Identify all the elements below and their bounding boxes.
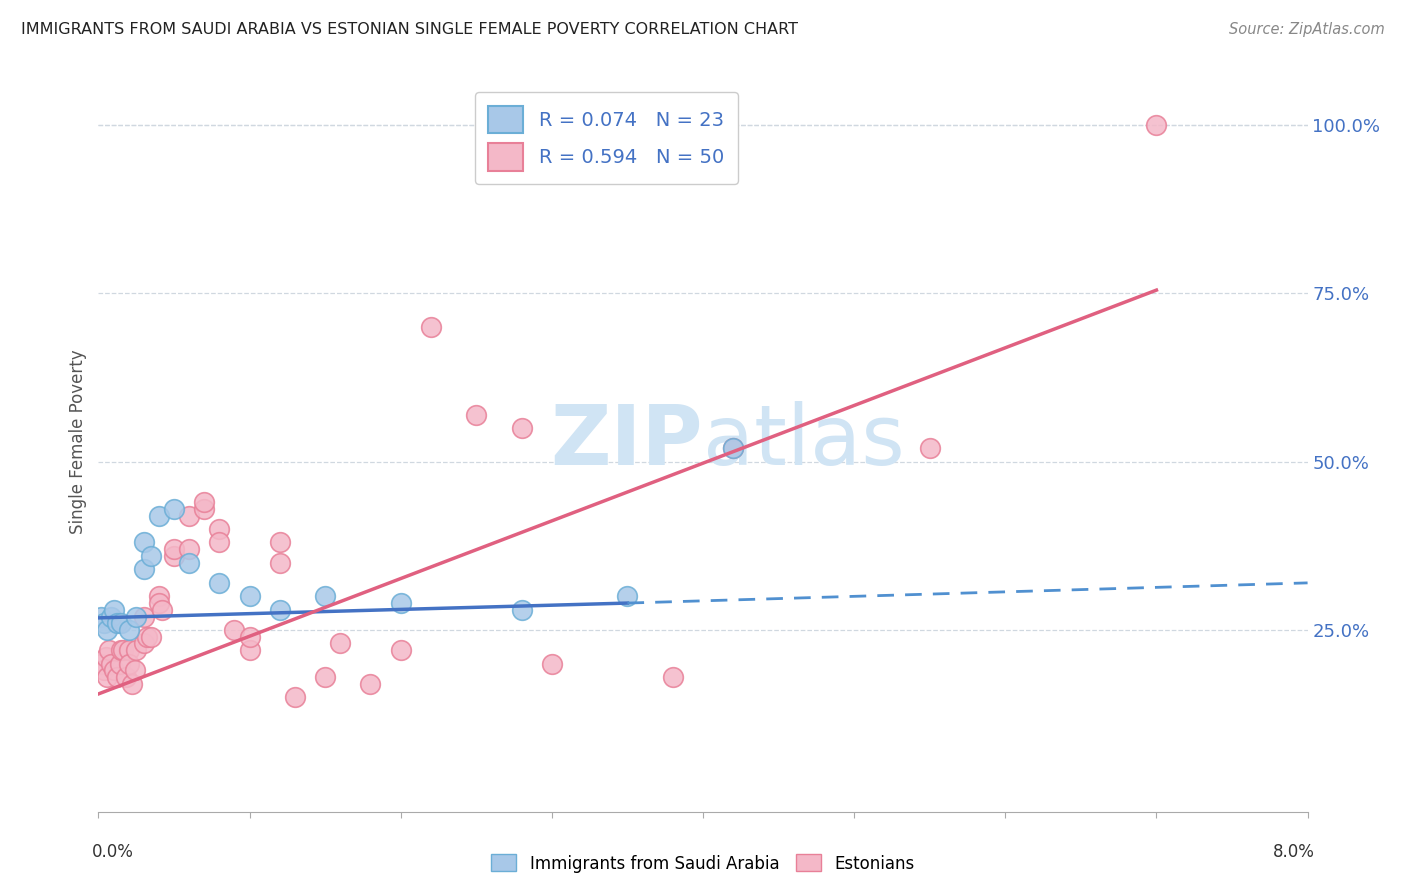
Point: [118, 657, 141, 671]
Point: [208, 522, 231, 536]
Text: 8.0%: 8.0%: [1272, 843, 1315, 861]
Text: Source: ZipAtlas.com: Source: ZipAtlas.com: [1229, 22, 1385, 37]
Point: [103, 603, 125, 617]
Point: [132, 562, 155, 576]
Point: [179, 556, 201, 570]
Point: [510, 421, 533, 435]
Point: [239, 630, 262, 644]
Point: [111, 643, 134, 657]
Point: [103, 664, 125, 678]
Point: [105, 616, 128, 631]
Point: [108, 657, 131, 671]
Point: [90, 657, 112, 671]
Point: [208, 575, 231, 590]
Point: [723, 442, 745, 456]
Point: [465, 408, 488, 422]
Point: [269, 535, 291, 549]
Point: [314, 590, 336, 604]
Text: 0.0%: 0.0%: [91, 843, 134, 861]
Point: [132, 636, 155, 650]
Point: [918, 442, 941, 456]
Point: [98, 643, 121, 657]
Point: [93, 616, 115, 631]
Legend: R = 0.074   N = 23, R = 0.594   N = 50: R = 0.074 N = 23, R = 0.594 N = 50: [475, 92, 738, 184]
Point: [100, 609, 122, 624]
Y-axis label: Single Female Poverty: Single Female Poverty: [69, 350, 87, 533]
Point: [179, 508, 201, 523]
Point: [105, 670, 128, 684]
Point: [314, 670, 336, 684]
Point: [723, 442, 745, 456]
Point: [121, 677, 143, 691]
Point: [360, 677, 382, 691]
Point: [420, 320, 443, 334]
Point: [661, 670, 683, 684]
Point: [179, 542, 201, 557]
Point: [96, 670, 118, 684]
Point: [163, 542, 186, 557]
Point: [125, 643, 148, 657]
Point: [540, 657, 562, 671]
Point: [141, 630, 163, 644]
Point: [269, 603, 291, 617]
Point: [193, 501, 215, 516]
Point: [132, 609, 155, 624]
Point: [141, 549, 163, 563]
Point: [329, 636, 352, 650]
Point: [269, 556, 291, 570]
Point: [193, 495, 215, 509]
Text: IMMIGRANTS FROM SAUDI ARABIA VS ESTONIAN SINGLE FEMALE POVERTY CORRELATION CHART: IMMIGRANTS FROM SAUDI ARABIA VS ESTONIAN…: [21, 22, 799, 37]
Point: [1146, 118, 1168, 132]
Point: [100, 657, 122, 671]
Text: ZIP: ZIP: [551, 401, 703, 482]
Point: [125, 609, 148, 624]
Legend: Immigrants from Saudi Arabia, Estonians: Immigrants from Saudi Arabia, Estonians: [485, 847, 921, 880]
Point: [148, 590, 170, 604]
Point: [110, 616, 132, 631]
Point: [90, 609, 112, 624]
Point: [224, 623, 246, 637]
Point: [110, 643, 132, 657]
Point: [94, 649, 117, 664]
Point: [124, 664, 146, 678]
Point: [510, 603, 533, 617]
Point: [389, 596, 412, 610]
Text: atlas: atlas: [703, 401, 904, 482]
Point: [114, 670, 136, 684]
Point: [135, 630, 157, 644]
Point: [239, 590, 262, 604]
Point: [208, 535, 231, 549]
Point: [389, 643, 412, 657]
Point: [616, 590, 638, 604]
Point: [118, 643, 141, 657]
Point: [148, 596, 170, 610]
Point: [93, 664, 115, 678]
Point: [163, 501, 186, 516]
Point: [239, 643, 262, 657]
Point: [118, 623, 141, 637]
Point: [284, 690, 307, 705]
Point: [163, 549, 186, 563]
Point: [96, 623, 118, 637]
Point: [148, 508, 170, 523]
Point: [150, 603, 173, 617]
Point: [132, 535, 155, 549]
